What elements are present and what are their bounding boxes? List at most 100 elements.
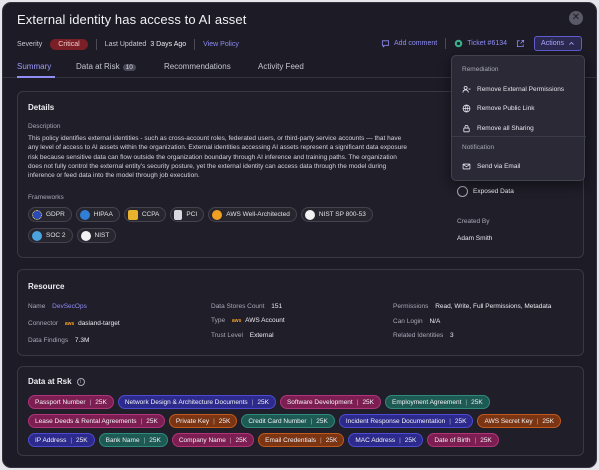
data-at-risk-chip[interactable]: Company Name | 25K [171, 433, 255, 447]
view-policy-link[interactable]: View Policy [203, 40, 239, 48]
chip-count: 25K [316, 417, 328, 425]
data-at-risk-title: Data at Rsk [28, 377, 72, 386]
chip-count: 25K [235, 436, 248, 444]
remove-external-permissions-item[interactable]: Remove External Permissions [462, 85, 564, 94]
gdpr-icon [32, 209, 42, 220]
data-at-risk-chip[interactable]: Software Development | 25K [279, 395, 382, 409]
nist-icon [80, 230, 91, 241]
chip-count: 25K [149, 436, 161, 444]
chip-count: 25K [257, 398, 269, 406]
data-at-risk-chip[interactable]: Passport Number | 25K [28, 395, 114, 409]
tab-summary[interactable]: Summary [17, 62, 52, 71]
frameworks-row: SOC 2 NIST [28, 228, 117, 243]
description-text: This policy identifies external identiti… [28, 135, 408, 180]
remove-public-link-item[interactable]: Remove Public Link [462, 104, 534, 113]
data-at-risk-chip[interactable]: Employment Agreement | 25K [385, 395, 490, 409]
chip-label: Company Name [178, 436, 226, 444]
data-at-risk-chip[interactable]: Email Credentials | 25K [258, 433, 345, 447]
data-at-risk-chip[interactable]: Incident Response Documentation | 25K [338, 414, 474, 428]
ticket-link[interactable]: Ticket #6134 [454, 39, 507, 48]
data-at-risk-chip[interactable]: AWS Secret Key | 25K [477, 414, 561, 428]
chip-label: Incident Response Documentation [345, 417, 446, 425]
add-comment-button[interactable]: Add comment [381, 39, 437, 48]
framework-soc-2: SOC 2 [28, 228, 73, 243]
divider [95, 38, 97, 50]
actions-button[interactable]: Actions [534, 36, 582, 51]
data-at-risk-chip[interactable]: Credit Card Number | 25K [241, 414, 335, 428]
data-at-risk-chip[interactable]: Lease Deeds & Rental Agreements | 25K [28, 414, 165, 428]
notification-heading: Notification [462, 144, 495, 151]
framework-hipaa: HIPAA [75, 207, 120, 222]
remove-all-sharing-item[interactable]: Remove all Sharing [462, 124, 534, 133]
exposed-data-label: Exposed Data [473, 188, 514, 195]
tab-count-badge: 10 [122, 64, 136, 71]
tab-recommendations[interactable]: Recommendations [164, 62, 231, 71]
created-by-value: Adam Smith [457, 235, 493, 242]
resource-name-link[interactable]: DevSecOps [52, 303, 87, 310]
last-updated-value: 3 Days Ago [150, 40, 187, 48]
data-at-risk-chip[interactable]: Bank Name | 25K [98, 433, 168, 447]
chip-separator: | [140, 417, 143, 425]
chip-count: 25K [76, 436, 88, 444]
close-icon: ✕ [571, 12, 581, 23]
tab-data-at-risk[interactable]: Data at Risk 10 [76, 62, 136, 71]
data-at-risk-row: Lease Deeds & Rental Agreements | 25K Priva… [28, 414, 561, 428]
chip-label: AWS Secret Key [484, 417, 533, 425]
info-icon[interactable]: i [76, 377, 85, 386]
close-button[interactable]: ✕ [569, 11, 583, 25]
created-by-label: Created By [457, 218, 490, 225]
data-at-risk-chip[interactable]: IP Address | 25K [28, 433, 95, 447]
actions-dropdown: Remediation Remove External Permissions … [451, 55, 586, 181]
data-at-risk-chip[interactable]: Network Design & Architecture Documents |… [117, 395, 276, 409]
chip-count: 25K [362, 398, 375, 406]
chip-label: Network Design & Architecture Documents [124, 398, 248, 406]
tab-data-at-risk-label: Data at Risk [76, 62, 120, 71]
meta-row: Severity Critical Last Updated 3 Days Ag… [17, 37, 239, 51]
framework-ccpa: CCPA [123, 207, 167, 222]
severity-badge: Critical [50, 38, 88, 50]
data-at-risk-chip[interactable]: MAC Address | 25K [348, 433, 424, 447]
resource-card: Resource Name DevSecOps Connector aws da… [17, 269, 584, 356]
data-at-risk-row: IP Address | 25K Bank Name | 25K Company Name |… [28, 433, 499, 447]
dropdown-divider [452, 136, 586, 137]
chip-label: Date of Birth [434, 436, 471, 444]
chip-count: 25K [454, 417, 467, 425]
active-tab-indicator [17, 76, 55, 78]
data-at-risk-chip[interactable]: Private Key | 25K [168, 414, 238, 428]
chip-count: 25K [480, 436, 492, 444]
data-at-risk-chip[interactable]: Date of Birth | 25K [427, 433, 499, 447]
chip-separator: | [310, 417, 313, 425]
chip-label: IP Address [35, 436, 67, 444]
nist-icon [304, 209, 315, 220]
chip-separator: | [474, 436, 477, 444]
header-actions: Add comment Ticket #6134 Actions [381, 36, 582, 51]
add-comment-label: Add comment [394, 40, 438, 47]
chip-separator: | [229, 436, 232, 444]
external-link-icon[interactable] [516, 39, 525, 48]
fingerprint-icon [457, 186, 468, 197]
pci-icon [174, 209, 183, 220]
framework-gdpr: GDPR [28, 207, 72, 222]
chip-separator: | [449, 417, 451, 425]
user-remove-icon [462, 85, 471, 93]
aws-icon: aws [231, 318, 242, 324]
chip-label: Employment Agreement [392, 398, 462, 406]
tab-activity-feed[interactable]: Activity Feed [258, 62, 304, 71]
remediation-heading: Remediation [462, 66, 499, 73]
resource-data-stores: Data Stores Count 151 [211, 303, 283, 310]
divider [445, 38, 447, 49]
chip-label: MAC Address [355, 436, 396, 444]
resource-type: Type aws AWS Account [211, 317, 285, 324]
frameworks-label: Frameworks [28, 194, 64, 201]
send-via-email-item[interactable]: Send via Email [462, 162, 520, 171]
framework-nist-sp-800-53: NIST SP 800-53 [300, 207, 373, 222]
chip-label: Lease Deeds & Rental Agreements [35, 417, 137, 425]
resource-trust-level: Trust Level External [211, 332, 274, 339]
chip-count: 25K [404, 436, 417, 444]
actions-label: Actions [541, 40, 564, 47]
chip-count: 25K [542, 417, 554, 425]
chip-count: 25K [325, 436, 338, 444]
chip-separator: | [320, 436, 322, 444]
resource-title: Resource [28, 282, 65, 291]
